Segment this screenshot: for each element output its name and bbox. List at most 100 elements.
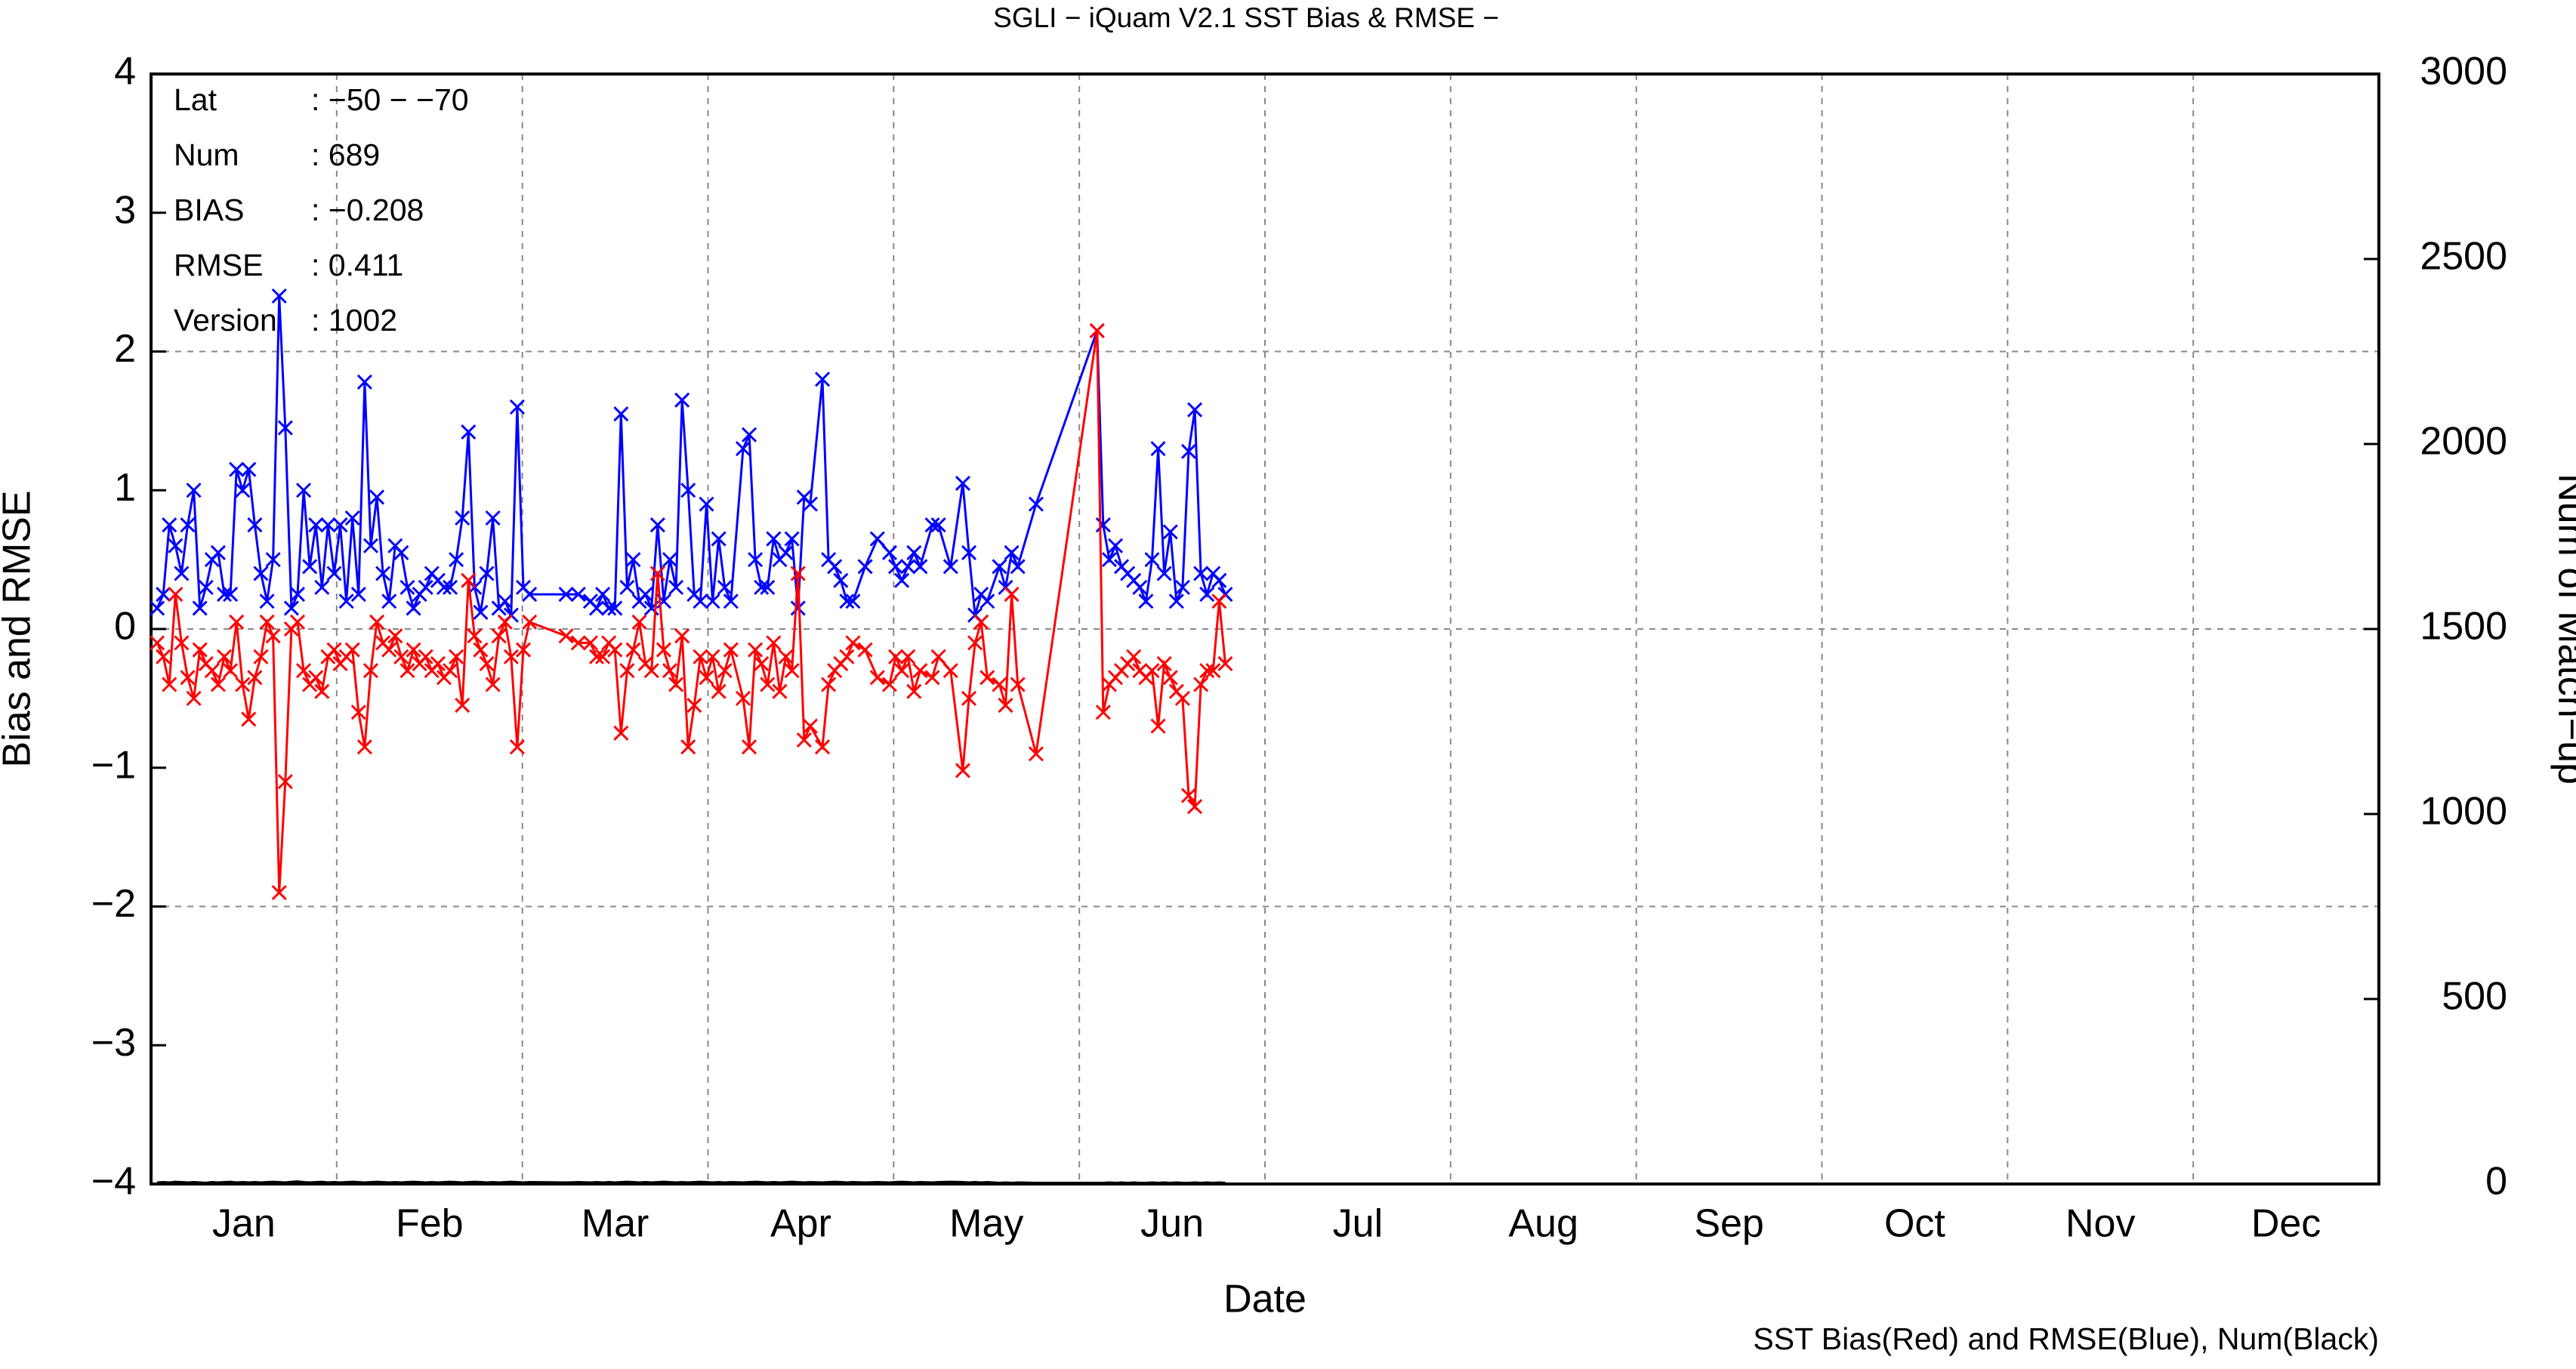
series-marker: [320, 517, 336, 533]
series-marker: [436, 579, 452, 595]
series-marker: [894, 572, 910, 588]
series-marker: [760, 677, 776, 692]
series-marker: [924, 670, 940, 686]
series-marker: [582, 635, 598, 651]
series-marker: [168, 538, 184, 553]
series-marker: [393, 544, 409, 560]
series-marker: [467, 628, 483, 644]
series-marker: [186, 690, 202, 706]
series-marker: [595, 587, 611, 603]
series-marker: [735, 441, 751, 457]
y2-tick-label: 3000: [2420, 50, 2507, 94]
series-marker: [326, 642, 342, 658]
series-marker: [900, 559, 916, 575]
series-marker: [961, 690, 977, 706]
series-marker: [1162, 670, 1178, 686]
series-marker: [156, 587, 171, 603]
series-marker: [393, 649, 409, 664]
series-marker: [887, 649, 904, 664]
x-tick-label: Feb: [396, 1202, 464, 1246]
series-marker: [857, 559, 873, 575]
series-marker: [1156, 566, 1172, 581]
y-axis-label: Bias and RMSE: [0, 490, 39, 767]
series-marker: [302, 559, 318, 575]
x-tick-label: Nov: [2065, 1202, 2135, 1246]
series-marker: [693, 649, 708, 664]
series-marker: [344, 510, 360, 526]
series-marker: [942, 559, 958, 575]
series-marker: [979, 670, 995, 686]
series-marker: [845, 594, 861, 609]
series-marker: [308, 517, 324, 533]
series-marker: [522, 614, 538, 630]
series-marker: [601, 600, 617, 616]
y-tick-label: 1: [114, 466, 136, 510]
series-marker: [362, 663, 379, 679]
series-marker: [162, 677, 177, 692]
series-marker: [1199, 587, 1215, 603]
series-marker: [247, 670, 263, 686]
series-marker: [259, 594, 275, 609]
series-marker: [1193, 677, 1209, 692]
series-marker: [1211, 594, 1227, 609]
chart-title: SGLI − iQuam V2.1 SST Bias & RMSE −: [993, 2, 1499, 33]
series-marker: [253, 649, 269, 664]
series-marker: [699, 496, 714, 512]
series-marker: [479, 566, 495, 581]
series-marker: [790, 600, 806, 616]
series-marker: [497, 594, 513, 609]
series-marker: [662, 663, 678, 679]
series-marker: [827, 559, 843, 575]
series-marker: [271, 885, 287, 901]
series-marker: [833, 572, 849, 588]
series-marker: [723, 594, 739, 609]
series-marker: [485, 510, 501, 526]
series-marker: [662, 552, 678, 568]
y2-tick-label: 0: [2485, 1160, 2507, 1204]
series-marker: [314, 683, 330, 699]
series-marker: [1144, 552, 1160, 568]
series-marker: [912, 559, 928, 575]
series-marker: [881, 544, 898, 560]
series-marker: [711, 531, 727, 547]
y-tick-label: −4: [91, 1160, 136, 1204]
series-marker: [1180, 788, 1197, 803]
series-marker: [1107, 538, 1124, 553]
series-marker: [766, 531, 782, 547]
x-tick-label: Jul: [1333, 1202, 1383, 1246]
y2-tick-label: 1000: [2420, 790, 2507, 834]
series-marker: [967, 635, 983, 651]
series-marker: [449, 649, 464, 664]
y2-tick-label: 500: [2442, 975, 2507, 1019]
series-marker: [625, 642, 641, 658]
series-marker: [717, 579, 733, 595]
series-marker: [162, 517, 177, 533]
series-marker: [607, 600, 623, 616]
series-marker: [869, 670, 885, 686]
series-marker: [168, 587, 184, 603]
series-marker: [906, 683, 922, 699]
series-marker: [375, 566, 391, 581]
series-marker: [503, 649, 519, 664]
series-marker: [900, 649, 916, 664]
series-marker: [356, 739, 372, 755]
series-marker: [253, 566, 269, 581]
series-marker: [741, 739, 757, 755]
series-marker: [1144, 663, 1160, 679]
series-marker: [942, 663, 958, 679]
series-marker: [930, 517, 946, 533]
series-marker: [344, 642, 360, 658]
series-marker: [613, 725, 629, 741]
series-marker: [271, 288, 287, 304]
series-marker: [369, 489, 385, 505]
series-marker: [265, 628, 281, 644]
x-tick-label: Mar: [582, 1202, 649, 1246]
series-marker: [760, 579, 776, 595]
y-tick-label: −1: [91, 743, 136, 787]
series-marker: [748, 642, 764, 658]
series-marker: [1028, 746, 1044, 762]
series-marker: [277, 420, 293, 436]
series-marker: [174, 566, 190, 581]
annotation-value: : −0.208: [311, 193, 424, 227]
